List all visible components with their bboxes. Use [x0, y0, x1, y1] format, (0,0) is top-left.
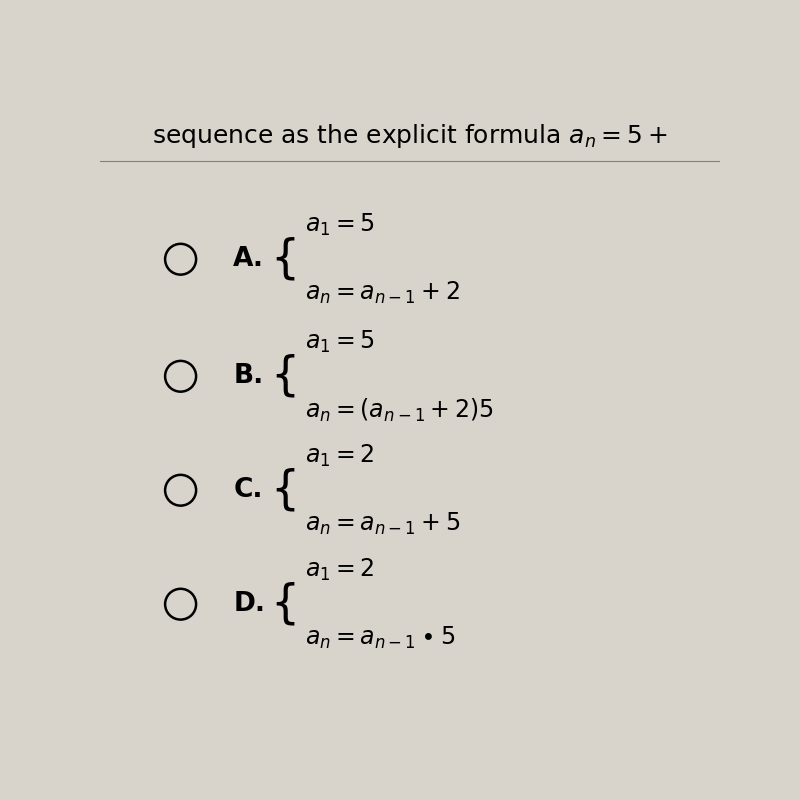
Text: $a_n = \left(a_{n-1} + 2\right)5$: $a_n = \left(a_{n-1} + 2\right)5$ — [305, 397, 494, 424]
Text: $\{$: $\{$ — [270, 581, 296, 628]
Text: $\{$: $\{$ — [270, 353, 296, 400]
Text: $a_n = a_{n-1} + 2$: $a_n = a_{n-1} + 2$ — [305, 280, 459, 306]
Text: $a_1 = 5$: $a_1 = 5$ — [305, 330, 374, 355]
Text: $a_1 = 5$: $a_1 = 5$ — [305, 212, 374, 238]
Text: A.: A. — [234, 246, 264, 272]
Text: D.: D. — [234, 591, 266, 618]
Text: $a_n = a_{n-1} + 5$: $a_n = a_{n-1} + 5$ — [305, 511, 460, 538]
Text: $a_n = a_{n-1} \bullet 5$: $a_n = a_{n-1} \bullet 5$ — [305, 625, 455, 651]
Text: $a_1 = 2$: $a_1 = 2$ — [305, 443, 374, 470]
Text: $\{$: $\{$ — [270, 466, 296, 514]
Text: $\{$: $\{$ — [270, 236, 296, 282]
Text: C.: C. — [234, 478, 262, 503]
Text: $a_1 = 2$: $a_1 = 2$ — [305, 558, 374, 583]
Text: B.: B. — [234, 363, 263, 390]
Text: sequence as the explicit formula $a_n = 5 +$: sequence as the explicit formula $a_n = … — [152, 122, 668, 150]
